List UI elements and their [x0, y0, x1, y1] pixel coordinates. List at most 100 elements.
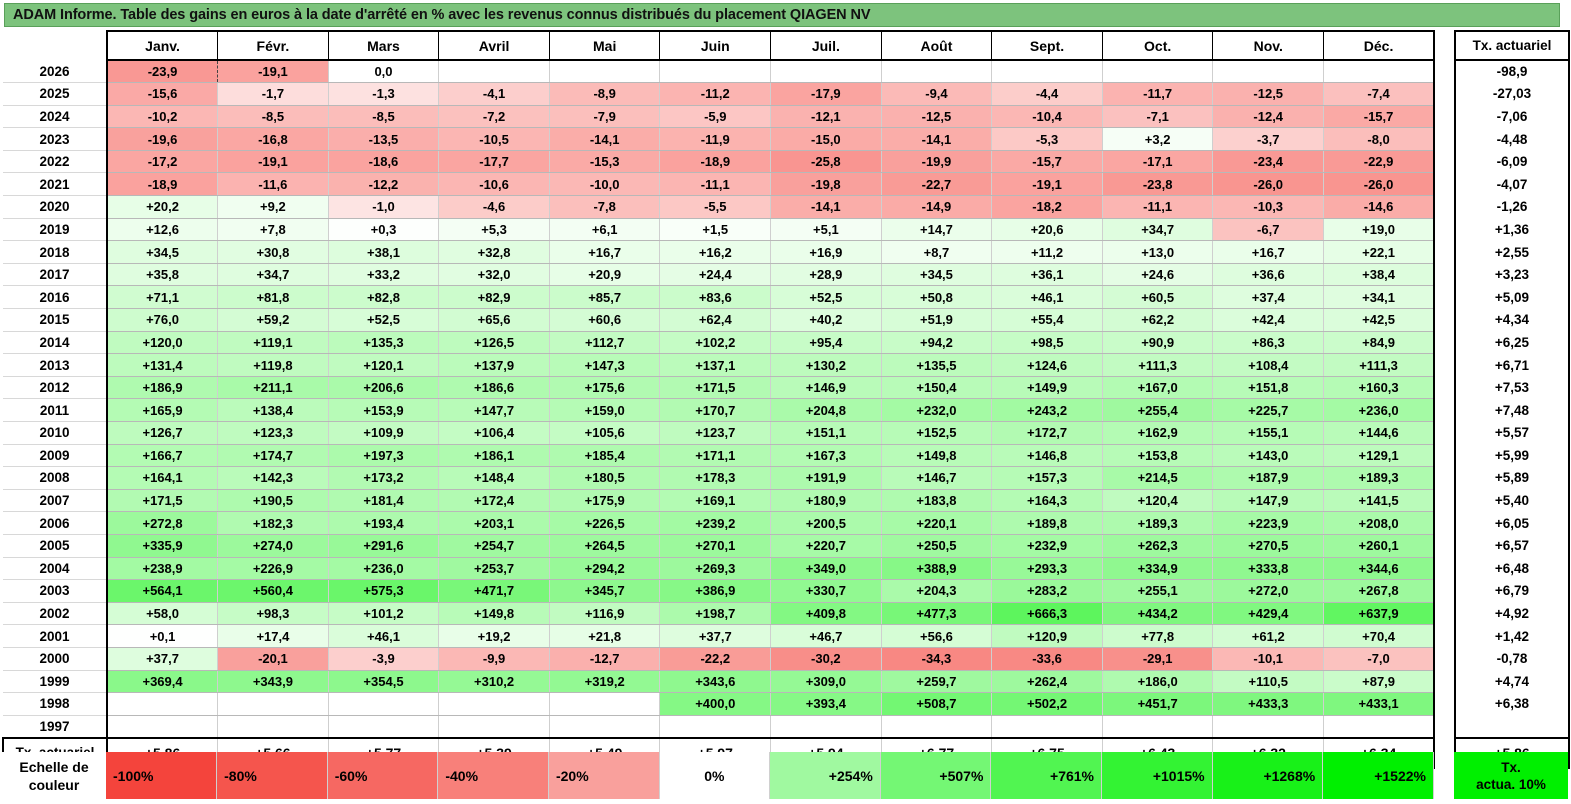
data-cell[interactable]: +85,7 [549, 285, 661, 310]
data-cell[interactable]: -22,2 [659, 647, 772, 671]
data-cell[interactable]: +250,5 [881, 534, 993, 558]
data-cell[interactable]: +254,7 [438, 534, 550, 558]
column-header-nov[interactable]: Nov. [1212, 30, 1324, 61]
data-cell[interactable]: +243,2 [991, 398, 1103, 422]
data-cell[interactable]: -19,9 [881, 150, 993, 174]
data-cell[interactable]: +203,1 [438, 511, 550, 535]
data-cell[interactable] [438, 60, 550, 84]
data-cell[interactable]: +149,8 [881, 444, 993, 468]
data-cell[interactable]: +82,9 [438, 285, 550, 310]
data-cell[interactable]: -14,1 [549, 127, 661, 151]
data-cell[interactable]: +166,7 [107, 444, 219, 468]
row-header-year[interactable]: 2001 [3, 624, 108, 648]
data-cell[interactable]: +142,3 [217, 466, 329, 490]
data-cell[interactable]: +267,8 [1323, 579, 1436, 603]
column-header-mars[interactable]: Mars [327, 30, 439, 61]
data-cell[interactable]: +126,7 [107, 421, 219, 445]
data-cell[interactable]: +262,3 [1102, 534, 1214, 558]
data-cell[interactable]: +164,3 [991, 489, 1103, 513]
data-cell[interactable]: +319,2 [549, 670, 661, 694]
data-cell[interactable]: +171,5 [659, 376, 772, 400]
row-header-year[interactable]: 2019 [3, 218, 108, 242]
data-cell[interactable]: -22,9 [1323, 150, 1436, 174]
data-cell[interactable]: +0,1 [107, 624, 219, 648]
data-cell[interactable]: +291,6 [328, 534, 440, 558]
data-cell[interactable] [107, 715, 219, 739]
data-cell[interactable]: +148,4 [438, 466, 550, 490]
data-cell[interactable]: +333,8 [1212, 557, 1325, 581]
row-header-year[interactable]: 2003 [3, 579, 108, 603]
data-cell[interactable]: +433,3 [1212, 692, 1325, 716]
data-cell[interactable]: -23,9 [107, 60, 219, 84]
row-header-year[interactable]: 2016 [3, 285, 108, 310]
data-cell[interactable] [1323, 715, 1436, 739]
column-header-févr[interactable]: Févr. [217, 30, 329, 61]
data-cell[interactable]: +451,7 [1102, 692, 1214, 716]
data-cell[interactable]: -8,9 [549, 82, 661, 106]
row-header-year[interactable]: 2023 [3, 127, 108, 151]
data-cell[interactable]: +7,8 [217, 218, 329, 242]
data-cell[interactable]: +259,7 [881, 670, 993, 694]
data-cell[interactable]: +255,1 [1102, 579, 1214, 603]
tx-cell[interactable]: +4,92 [1454, 602, 1570, 625]
data-cell[interactable]: +393,4 [770, 692, 882, 716]
data-cell[interactable]: +120,1 [328, 353, 440, 377]
data-cell[interactable]: +262,4 [991, 670, 1103, 694]
data-cell[interactable]: +62,4 [659, 308, 772, 332]
data-cell[interactable]: -7,1 [1102, 105, 1214, 129]
row-header-year[interactable]: 2022 [3, 150, 108, 174]
data-cell[interactable]: +24,4 [659, 263, 772, 287]
data-cell[interactable] [1102, 60, 1214, 84]
data-cell[interactable]: +11,2 [991, 240, 1103, 264]
data-cell[interactable]: +116,9 [549, 602, 661, 626]
data-cell[interactable]: +187,9 [1212, 466, 1325, 490]
data-cell[interactable]: +409,8 [770, 602, 882, 626]
data-cell[interactable]: +174,7 [217, 444, 329, 468]
data-cell[interactable]: +20,2 [107, 195, 219, 219]
data-cell[interactable]: -17,2 [107, 150, 219, 174]
data-cell[interactable]: -33,6 [991, 647, 1103, 671]
tx-cell[interactable]: -6,09 [1454, 150, 1570, 173]
tx-cell[interactable] [1454, 715, 1570, 739]
data-cell[interactable]: +189,3 [1102, 511, 1214, 535]
tx-cell[interactable]: -98,9 [1454, 59, 1570, 83]
data-cell[interactable]: 0,0 [328, 60, 440, 84]
data-cell[interactable]: +137,9 [438, 353, 550, 377]
data-cell[interactable]: +84,9 [1323, 331, 1436, 355]
data-cell[interactable]: +388,9 [881, 557, 993, 581]
data-cell[interactable]: +1,5 [659, 218, 772, 242]
row-header-year[interactable]: 2011 [3, 398, 108, 422]
data-cell[interactable]: +180,5 [549, 466, 661, 490]
row-header-year[interactable]: 2007 [3, 489, 108, 513]
data-cell[interactable]: +198,7 [659, 602, 772, 626]
data-cell[interactable]: +105,6 [549, 421, 661, 445]
data-cell[interactable]: -3,7 [1212, 127, 1325, 151]
data-cell[interactable]: +135,5 [881, 353, 993, 377]
data-cell[interactable]: +106,4 [438, 421, 550, 445]
data-cell[interactable]: +120,4 [1102, 489, 1214, 513]
data-cell[interactable]: +86,3 [1212, 331, 1325, 355]
data-cell[interactable]: +204,3 [881, 579, 993, 603]
data-cell[interactable]: +33,2 [328, 263, 440, 287]
data-cell[interactable]: +129,1 [1323, 444, 1436, 468]
data-cell[interactable]: +34,7 [217, 263, 329, 287]
data-cell[interactable] [217, 715, 329, 739]
row-header-year[interactable]: 2017 [3, 263, 108, 287]
data-cell[interactable]: +190,5 [217, 489, 329, 513]
data-cell[interactable]: +637,9 [1323, 602, 1436, 626]
data-cell[interactable]: +181,4 [328, 489, 440, 513]
data-cell[interactable]: -10,3 [1212, 195, 1325, 219]
data-cell[interactable]: +206,6 [328, 376, 440, 400]
column-header-tx-actuariel[interactable]: Tx. actuariel [1454, 30, 1570, 61]
tx-cell[interactable]: +4,74 [1454, 670, 1570, 693]
data-cell[interactable]: +12,6 [107, 218, 219, 242]
data-cell[interactable]: -14,9 [881, 195, 993, 219]
data-cell[interactable]: +52,5 [328, 308, 440, 332]
tx-cell[interactable]: +5,57 [1454, 421, 1570, 445]
data-cell[interactable] [770, 60, 882, 84]
data-cell[interactable]: +16,2 [659, 240, 772, 264]
data-cell[interactable] [1102, 715, 1214, 739]
data-cell[interactable]: -10,4 [991, 105, 1103, 129]
data-cell[interactable]: +434,2 [1102, 602, 1214, 626]
data-cell[interactable]: +170,7 [659, 398, 772, 422]
